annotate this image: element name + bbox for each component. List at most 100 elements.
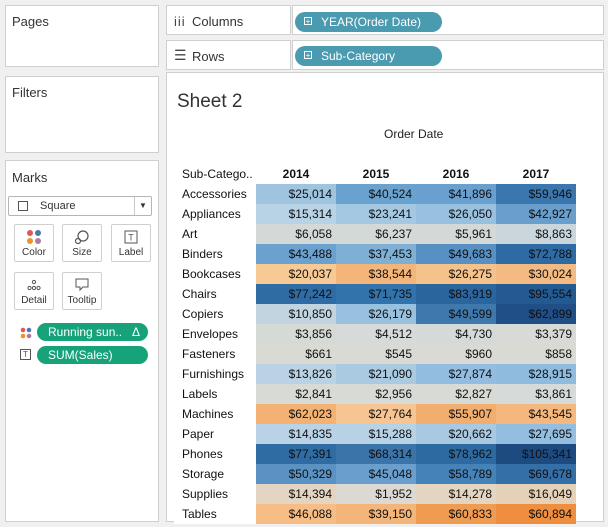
table-cell[interactable]: $77,391	[256, 444, 336, 464]
table-cell[interactable]: $72,788	[496, 244, 576, 264]
row-label[interactable]: Binders	[174, 244, 256, 264]
table-cell[interactable]: $95,554	[496, 284, 576, 304]
table-cell[interactable]: $43,488	[256, 244, 336, 264]
table-cell[interactable]: $3,861	[496, 384, 576, 404]
table-row[interactable]: Chairs $77,242 $71,735 $83,919 $95,554	[174, 284, 576, 304]
table-cell[interactable]: $62,899	[496, 304, 576, 324]
table-cell[interactable]: $20,037	[256, 264, 336, 284]
table-row[interactable]: Bookcases $20,037 $38,544 $26,275 $30,024	[174, 264, 576, 284]
table-cell[interactable]: $14,278	[416, 484, 496, 504]
year-header[interactable]: 2017	[522, 167, 550, 181]
table-cell[interactable]: $37,453	[336, 244, 416, 264]
row-label[interactable]: Envelopes	[174, 324, 256, 344]
table-cell[interactable]: $26,275	[416, 264, 496, 284]
table-row[interactable]: Fasteners $661 $545 $960 $858	[174, 344, 576, 364]
pages-card[interactable]: Pages	[5, 5, 159, 67]
row-label[interactable]: Paper	[174, 424, 256, 444]
row-label[interactable]: Storage	[174, 464, 256, 484]
table-row[interactable]: Binders $43,488 $37,453 $49,683 $72,788	[174, 244, 576, 264]
table-cell[interactable]: $59,946	[496, 184, 576, 204]
filters-card[interactable]: Filters	[5, 76, 159, 153]
size-button[interactable]: Size	[62, 224, 102, 262]
table-cell[interactable]: $40,524	[336, 184, 416, 204]
table-row[interactable]: Storage $50,329 $45,048 $58,789 $69,678	[174, 464, 576, 484]
table-cell[interactable]: $14,835	[256, 424, 336, 444]
year-header[interactable]: 2015	[362, 167, 390, 181]
row-label[interactable]: Fasteners	[174, 344, 256, 364]
row-label[interactable]: Bookcases	[174, 264, 256, 284]
table-row[interactable]: Furnishings $13,826 $21,090 $27,874 $28,915	[174, 364, 576, 384]
table-cell[interactable]: $83,919	[416, 284, 496, 304]
table-cell[interactable]: $62,023	[256, 404, 336, 424]
table-cell[interactable]: $105,341	[496, 444, 576, 464]
table-cell[interactable]: $30,024	[496, 264, 576, 284]
table-cell[interactable]: $6,058	[256, 224, 336, 244]
table-cell[interactable]: $46,088	[256, 504, 336, 524]
row-label[interactable]: Chairs	[174, 284, 256, 304]
table-cell[interactable]: $28,915	[496, 364, 576, 384]
row-label[interactable]: Copiers	[174, 304, 256, 324]
table-cell[interactable]: $27,764	[336, 404, 416, 424]
running-sum-pill[interactable]: Running sun.. Δ	[37, 323, 148, 341]
row-label[interactable]: Furnishings	[174, 364, 256, 384]
table-cell[interactable]: $2,841	[256, 384, 336, 404]
tooltip-button[interactable]: Tooltip	[62, 272, 102, 310]
table-cell[interactable]: $27,695	[496, 424, 576, 444]
table-cell[interactable]: $545	[336, 344, 416, 364]
row-label[interactable]: Accessories	[174, 184, 256, 204]
table-cell[interactable]: $3,856	[256, 324, 336, 344]
table-row[interactable]: Art $6,058 $6,237 $5,961 $8,863	[174, 224, 576, 244]
table-cell[interactable]: $49,599	[416, 304, 496, 324]
table-cell[interactable]: $78,962	[416, 444, 496, 464]
table-cell[interactable]: $13,826	[256, 364, 336, 384]
table-cell[interactable]: $43,545	[496, 404, 576, 424]
table-row[interactable]: Phones $77,391 $68,314 $78,962 $105,341	[174, 444, 576, 464]
table-cell[interactable]: $38,544	[336, 264, 416, 284]
row-label[interactable]: Machines	[174, 404, 256, 424]
table-cell[interactable]: $15,288	[336, 424, 416, 444]
table-cell[interactable]: $68,314	[336, 444, 416, 464]
table-cell[interactable]: $49,683	[416, 244, 496, 264]
table-cell[interactable]: $1,952	[336, 484, 416, 504]
table-cell[interactable]: $41,896	[416, 184, 496, 204]
table-cell[interactable]: $3,379	[496, 324, 576, 344]
color-button[interactable]: Color	[14, 224, 54, 262]
table-cell[interactable]: $16,049	[496, 484, 576, 504]
table-cell[interactable]: $27,874	[416, 364, 496, 384]
table-cell[interactable]: $25,014	[256, 184, 336, 204]
table-cell[interactable]: $60,833	[416, 504, 496, 524]
table-cell[interactable]: $39,150	[336, 504, 416, 524]
table-row[interactable]: Labels $2,841 $2,956 $2,827 $3,861	[174, 384, 576, 404]
table-cell[interactable]: $21,090	[336, 364, 416, 384]
sum-sales-pill[interactable]: SUM(Sales)	[37, 346, 148, 364]
table-cell[interactable]: $960	[416, 344, 496, 364]
table-row[interactable]: Paper $14,835 $15,288 $20,662 $27,695	[174, 424, 576, 444]
table-cell[interactable]: $71,735	[336, 284, 416, 304]
row-label[interactable]: Tables	[174, 504, 256, 524]
table-cell[interactable]: $5,961	[416, 224, 496, 244]
table-cell[interactable]: $8,863	[496, 224, 576, 244]
table-cell[interactable]: $4,730	[416, 324, 496, 344]
table-row[interactable]: Appliances $15,314 $23,241 $26,050 $42,927	[174, 204, 576, 224]
sub-category-pill[interactable]: + Sub-Category	[295, 46, 442, 66]
table-row[interactable]: Copiers $10,850 $26,179 $49,599 $62,899	[174, 304, 576, 324]
year-header[interactable]: 2014	[282, 167, 310, 181]
table-row[interactable]: Tables $46,088 $39,150 $60,833 $60,894	[174, 504, 576, 524]
table-cell[interactable]: $69,678	[496, 464, 576, 484]
table-cell[interactable]: $60,894	[496, 504, 576, 524]
table-cell[interactable]: $6,237	[336, 224, 416, 244]
row-label[interactable]: Labels	[174, 384, 256, 404]
table-cell[interactable]: $14,394	[256, 484, 336, 504]
label-button[interactable]: T Label	[111, 224, 151, 262]
table-cell[interactable]: $26,179	[336, 304, 416, 324]
year-header[interactable]: 2016	[442, 167, 470, 181]
table-cell[interactable]: $10,850	[256, 304, 336, 324]
table-cell[interactable]: $58,789	[416, 464, 496, 484]
detail-button[interactable]: Detail	[14, 272, 54, 310]
row-label[interactable]: Art	[174, 224, 256, 244]
table-cell[interactable]: $2,956	[336, 384, 416, 404]
table-cell[interactable]: $661	[256, 344, 336, 364]
table-cell[interactable]: $858	[496, 344, 576, 364]
table-cell[interactable]: $45,048	[336, 464, 416, 484]
table-cell[interactable]: $2,827	[416, 384, 496, 404]
